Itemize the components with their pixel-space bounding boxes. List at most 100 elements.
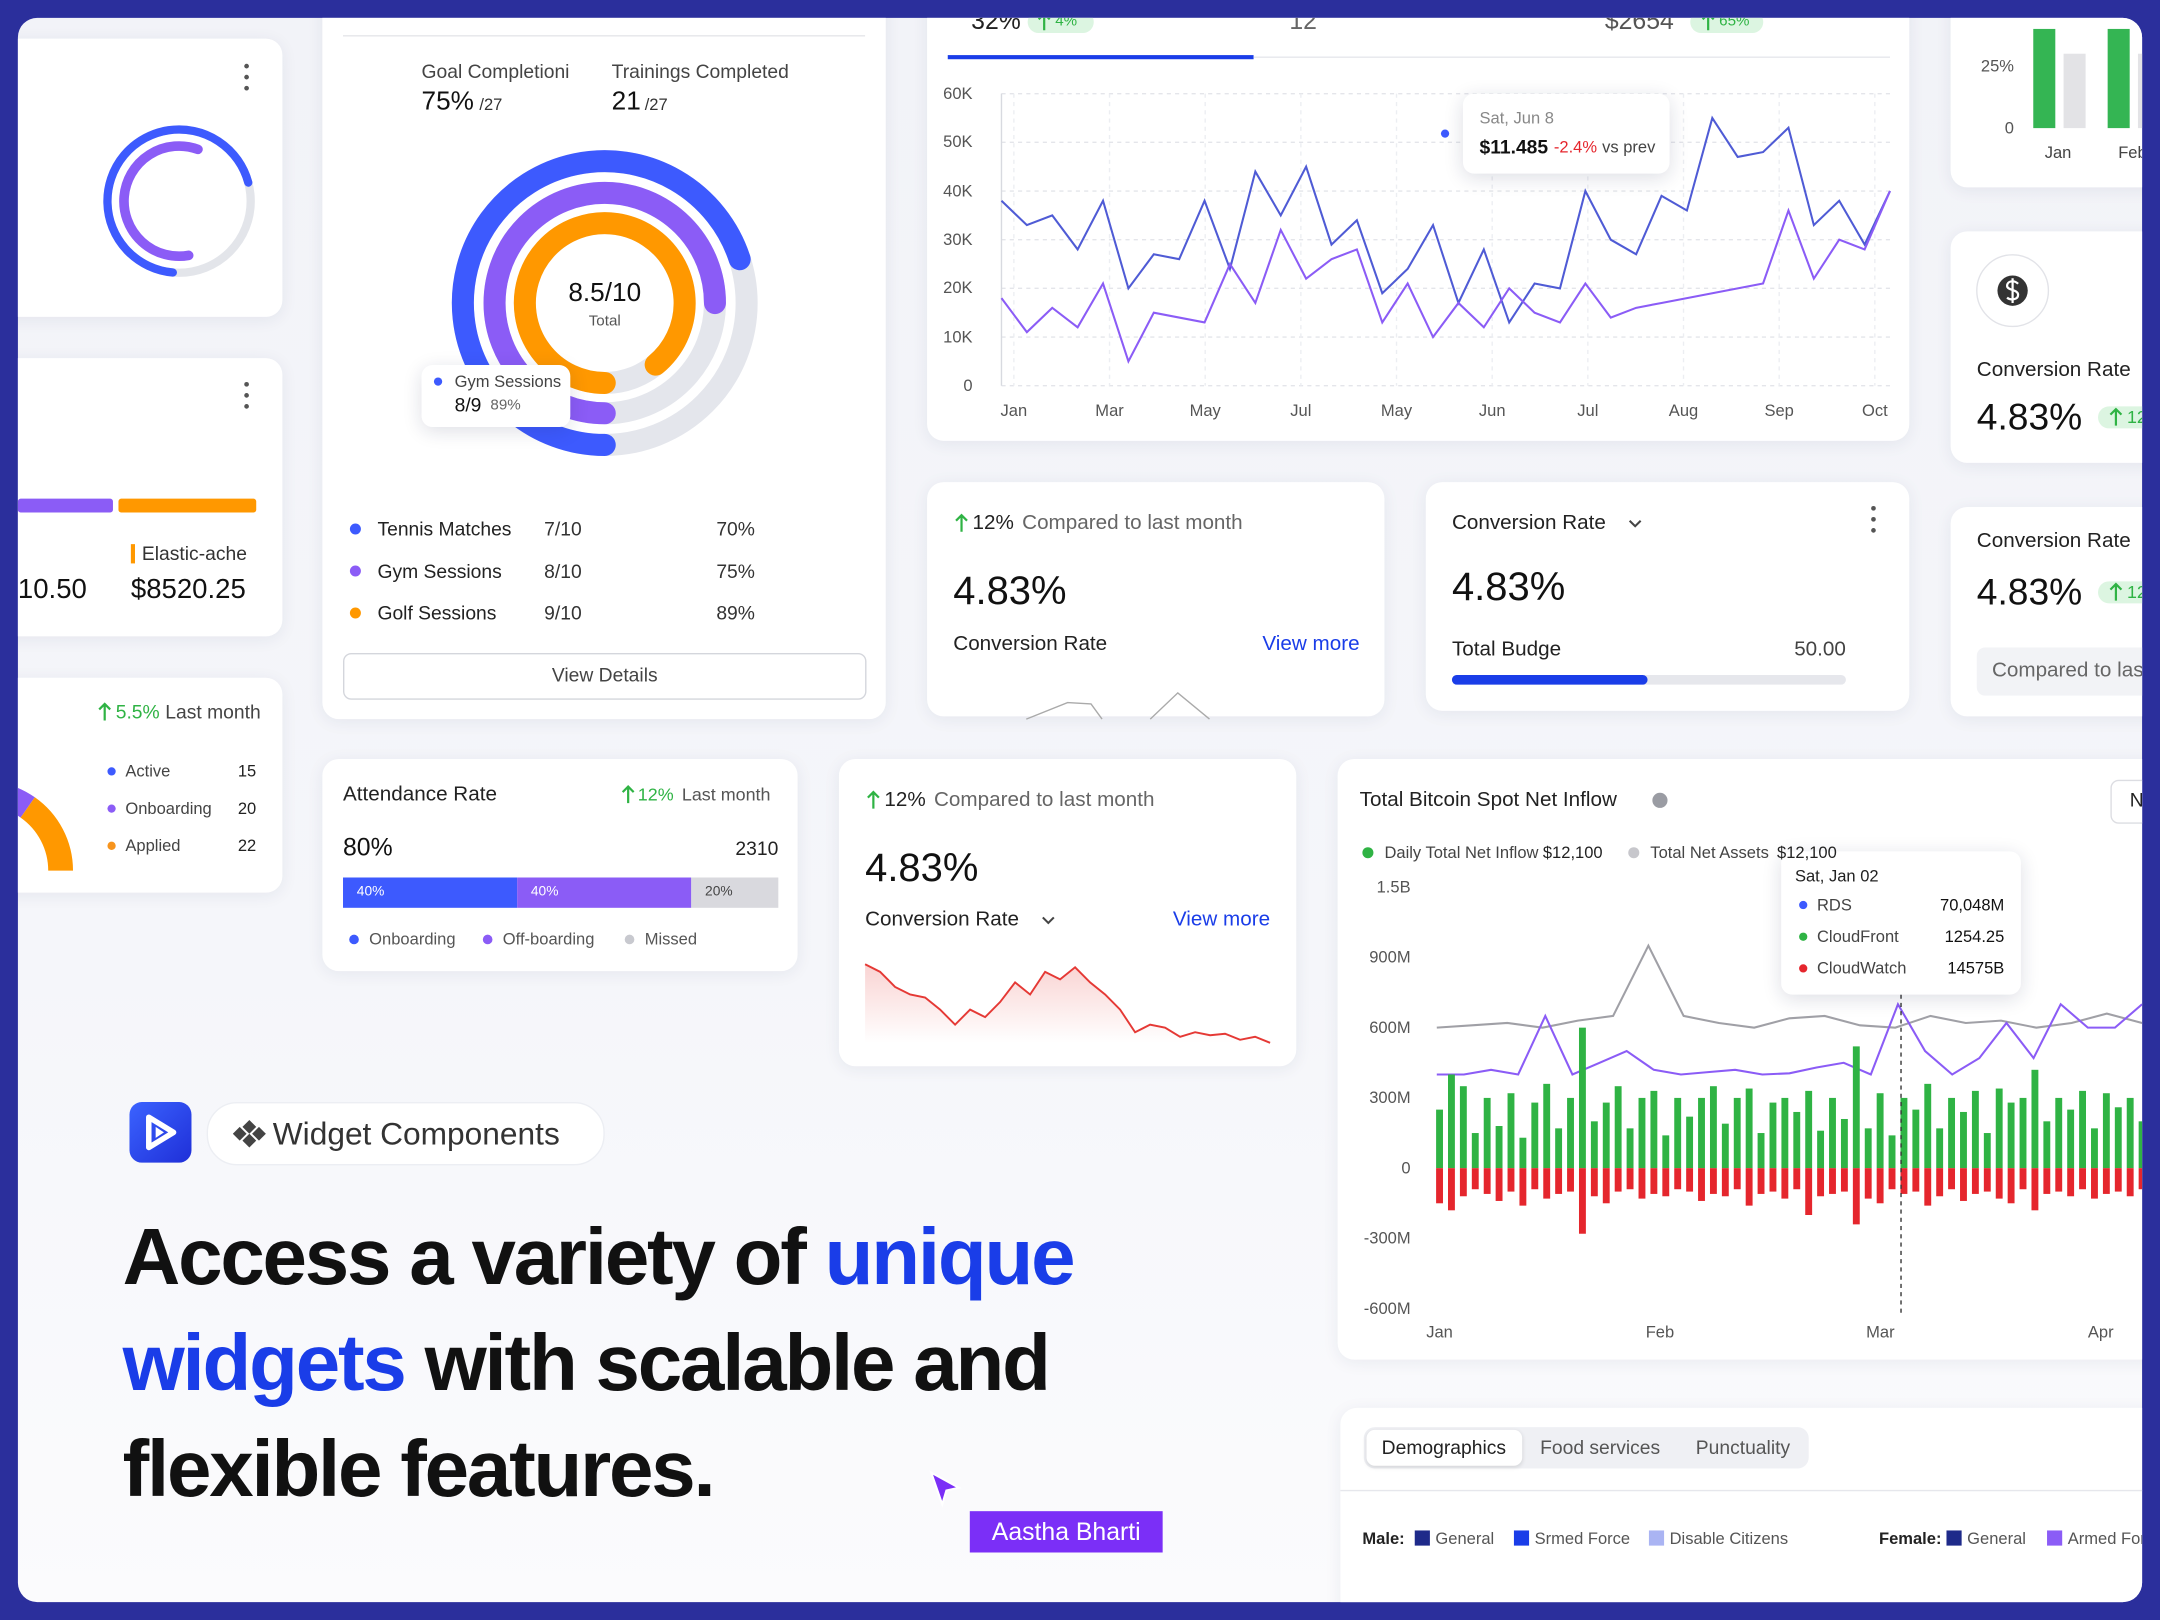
bar [1864,1168,1872,1199]
change: 12% [2126,581,2142,603]
bar [1912,1109,1920,1169]
change-badge [2098,581,2143,604]
badge-icon [232,1119,266,1148]
value: $12,100 [1777,842,1837,863]
right-label: Elastic-ache [141,542,247,565]
button: N [2130,789,2142,812]
note: Compared to last month [1022,511,1243,535]
legend-dot [1628,847,1640,859]
name: General [1967,1528,2026,1549]
bar [1936,1168,1944,1197]
tab-underline [947,55,1254,60]
ring-arc [103,125,253,277]
bar [2114,1107,2122,1169]
x-tick-label: Jan [1000,400,1028,420]
menu-dot [244,404,249,409]
bar [1531,1102,1539,1169]
change-badge [2098,406,2143,429]
change: 12% [884,787,926,812]
up-arrow [867,790,880,809]
bar [2114,1168,2122,1192]
bar [1733,1097,1741,1169]
name: Tennis Matches [377,517,512,540]
bar [2126,1097,2134,1169]
bar [1567,1097,1574,1169]
suffix: vs prev [1602,137,1656,157]
bar [1459,1086,1467,1169]
filter-button[interactable] [2110,779,2143,824]
cursor-arrow [929,1470,962,1508]
bar [2007,1102,2015,1169]
name: CloudWatch [1816,958,1907,978]
bar [1483,1168,1491,1194]
title: Conversion Rate [1976,358,2131,382]
bar [2031,1168,2039,1211]
y-tick-label: -300M [1363,1228,1411,1248]
up-arrow [1701,17,1715,31]
active-tab[interactable] [1366,1429,1523,1466]
bar [1578,1168,1586,1234]
value: $11.485 [1479,135,1549,158]
line-series [1000,190,1891,365]
bar [1733,1168,1741,1190]
goal-label: Goal Completioni [421,60,570,83]
x-tick-label: May [1380,400,1413,420]
label: Active [125,761,171,781]
bar [1602,1102,1610,1169]
logo-icon [146,1114,177,1151]
x-tick-label: Mar [1095,400,1124,420]
bar [1531,1168,1539,1190]
bar [1888,1168,1896,1190]
bar [1590,1121,1598,1169]
bar [1448,1074,1455,1169]
bar [1709,1086,1717,1169]
center-label: Total [588,313,621,330]
menu-dot [244,63,249,69]
change: 12% [637,784,674,805]
bar-segment [517,877,692,908]
bar [2007,1168,2015,1204]
card [322,17,886,720]
percent-label: 89% [716,601,755,624]
trainings-value: 21 [611,87,641,117]
value: 20 [237,798,257,818]
name: Armed Force [2067,1528,2142,1549]
bar [1757,1133,1765,1169]
x-tick-label: Jun [1478,400,1506,420]
logo [129,1102,192,1163]
bar [1817,1168,1825,1197]
card [322,759,798,972]
bar [1650,1168,1658,1194]
x-tick-label: Apr [2087,1322,2114,1342]
bar [1721,1168,1729,1197]
card [17,358,283,637]
legend: Missed [644,929,698,949]
period: Last month [681,784,771,805]
bar [1471,1133,1479,1169]
bar [1662,1168,1670,1197]
bar [2079,1090,2086,1169]
bar [1567,1168,1574,1192]
up-arrow [2109,407,2123,426]
bar [1638,1168,1646,1199]
percent: 89% [490,397,521,414]
bar [1840,1118,1848,1169]
bar [1900,1168,1908,1194]
bar [1495,1126,1503,1169]
sparkline-decor [1026,691,1210,720]
rate: 80% [343,833,393,862]
bar [2137,53,2143,129]
bar [1555,1168,1563,1194]
view-details-button[interactable] [343,652,867,700]
date: Sat, Jun 8 [1479,108,1554,128]
bar [2138,1121,2143,1169]
legend-swatch [1946,1530,1962,1546]
y-tick-label: 0 [2004,118,2014,138]
y-tick-label: 300M [1369,1087,1411,1108]
left-value: 10.50 [17,574,87,605]
tab-label: Demographics [1381,1436,1507,1459]
legend-dot [107,804,116,813]
y-tick-label: 25% [1980,56,2014,76]
legend-dot [1799,900,1808,910]
